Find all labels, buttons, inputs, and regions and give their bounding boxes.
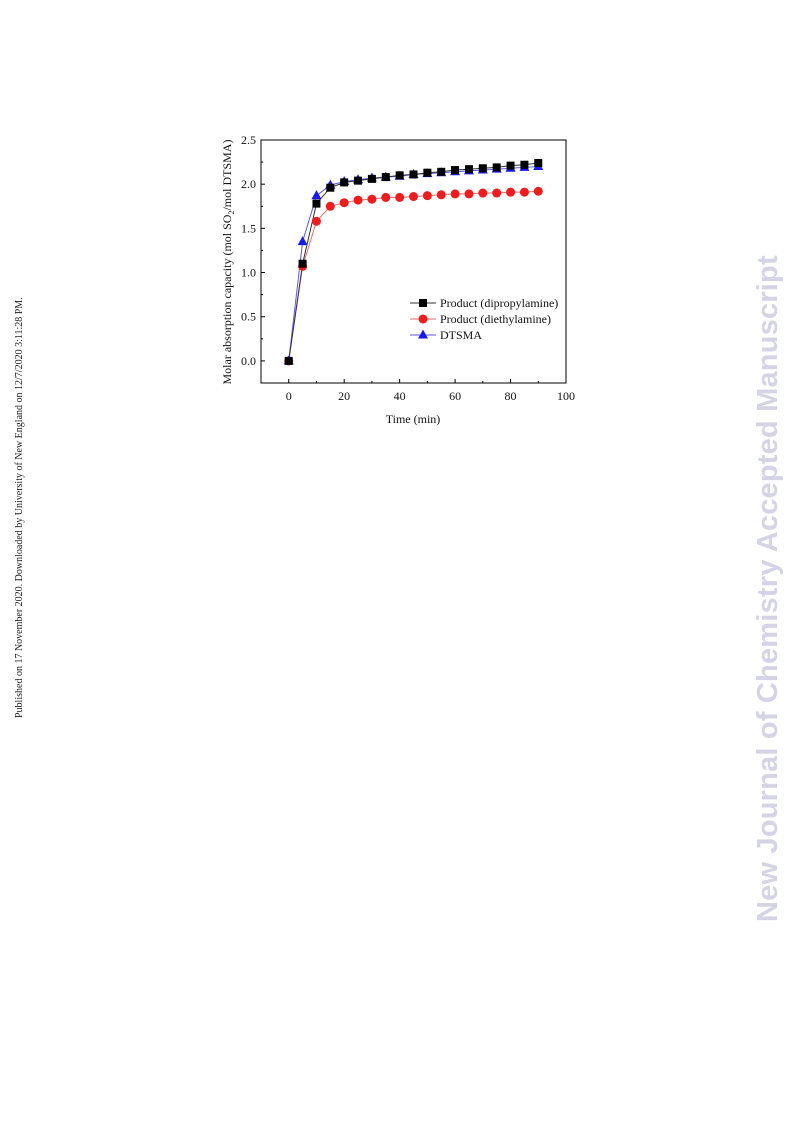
data-point: [533, 186, 543, 196]
legend-label: Product (diethylamine): [440, 312, 551, 326]
data-point: [312, 199, 321, 208]
legend-marker: [418, 329, 428, 339]
x-tick-label: 40: [394, 389, 406, 403]
data-point: [395, 192, 405, 202]
y-tick-label: 1.5: [241, 221, 256, 235]
x-axis-label: Time (min): [386, 412, 441, 426]
data-point: [478, 164, 487, 173]
x-axis-ticks: 0 20 40 60 80 100: [260, 379, 575, 403]
data-point: [520, 160, 529, 169]
y-axis-label-subscript: 2: [227, 211, 236, 215]
data-point: [381, 173, 390, 182]
data-point: [340, 178, 349, 187]
data-point: [409, 192, 418, 202]
data-point: [437, 167, 446, 176]
data-point: [326, 183, 335, 192]
data-point: [464, 189, 474, 199]
plot-frame: [260, 139, 567, 384]
x-tick-label: 0: [286, 389, 292, 403]
x-tick-label: 20: [338, 389, 350, 403]
data-point: [423, 168, 432, 177]
data-point: [354, 176, 363, 185]
x-tick-label: 60: [449, 389, 461, 403]
data-point: [506, 187, 516, 197]
data-point: [450, 189, 460, 199]
data-point: [395, 171, 404, 180]
data-point: [311, 216, 321, 226]
y-tick-label: 0.5: [241, 310, 256, 324]
y-axis-ticks: 0.0 0.5 1.0 1.5 2.0 2.5: [241, 133, 265, 384]
data-point: [325, 201, 335, 211]
data-point: [367, 174, 376, 183]
data-point: [381, 192, 391, 202]
legend-marker: [418, 314, 428, 324]
data-point: [367, 194, 377, 204]
y-axis-label: Molar absorption capacity (mol SO2/mol D…: [220, 140, 236, 385]
data-point: [311, 190, 322, 200]
y-tick-label: 1.0: [241, 266, 256, 280]
data-point: [451, 166, 460, 175]
data-point: [436, 190, 446, 200]
y-tick-label: 2.0: [241, 177, 256, 191]
data-point: [519, 187, 529, 197]
data-point: [409, 170, 418, 179]
legend-label: DTSMA: [440, 328, 482, 342]
data-point: [339, 198, 349, 208]
y-axis-label-part-1: Molar absorption capacity (mol SO: [220, 214, 234, 384]
x-tick-label: 100: [557, 389, 575, 403]
data-point: [464, 165, 473, 174]
data-point: [297, 236, 308, 246]
series-markers: [283, 158, 544, 366]
data-point: [284, 356, 293, 365]
legend-marker: [419, 299, 427, 307]
data-point: [478, 188, 488, 198]
data-point: [534, 158, 543, 167]
data-point: [492, 188, 502, 198]
data-point: [506, 161, 515, 170]
legend: Product (dipropylamine) Product (diethyla…: [410, 296, 558, 342]
data-point: [298, 259, 307, 268]
data-point: [353, 195, 363, 205]
y-tick-label: 0.0: [241, 354, 256, 368]
data-point: [492, 163, 501, 172]
x-tick-label: 80: [505, 389, 517, 403]
legend-label: Product (dipropylamine): [440, 296, 558, 310]
data-point: [422, 191, 432, 201]
y-axis-label-part-2: /mol DTSMA): [220, 140, 234, 211]
y-tick-label: 2.5: [241, 133, 256, 147]
